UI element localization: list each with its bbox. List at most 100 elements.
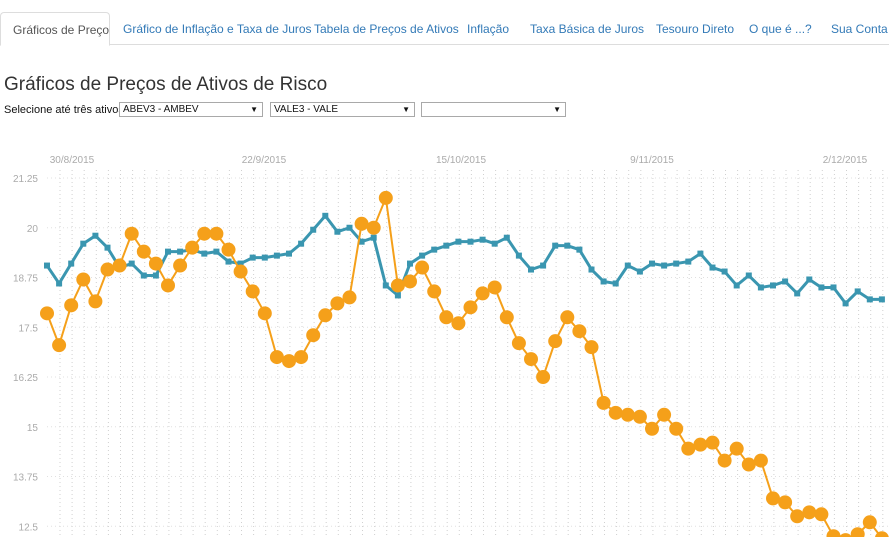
data-point bbox=[540, 262, 547, 269]
data-point bbox=[842, 300, 849, 307]
asset-select-1[interactable]: ABEV3 - AMBEV ▼ bbox=[119, 102, 263, 117]
data-point bbox=[548, 334, 563, 349]
tab-grafico-inflacao-juros[interactable]: Gráfico de Inflação e Taxa de Juros bbox=[123, 22, 312, 36]
data-point bbox=[100, 262, 115, 277]
x-tick-label: 22/9/2015 bbox=[242, 155, 287, 166]
data-point bbox=[770, 282, 776, 289]
data-point bbox=[669, 421, 684, 436]
data-point bbox=[394, 292, 401, 299]
nav-tabs: Gráficos de Preço Gráfico de Inflação e … bbox=[0, 0, 889, 46]
data-point bbox=[80, 240, 87, 247]
data-point bbox=[596, 395, 611, 410]
page-title: Gráficos de Preços de Ativos de Risco bbox=[4, 74, 328, 95]
data-point bbox=[128, 260, 135, 267]
data-point bbox=[528, 266, 534, 273]
data-point bbox=[806, 276, 813, 283]
tab-graficos-de-preco[interactable]: Gráficos de Preço bbox=[0, 12, 110, 46]
series-line bbox=[46, 194, 883, 537]
data-point bbox=[487, 280, 502, 295]
data-point bbox=[709, 264, 716, 271]
data-point bbox=[560, 310, 575, 325]
data-point bbox=[794, 290, 801, 297]
data-point bbox=[298, 240, 305, 247]
data-point bbox=[584, 340, 599, 355]
data-point bbox=[552, 242, 559, 249]
data-point bbox=[576, 246, 583, 253]
data-point bbox=[40, 306, 54, 321]
asset-select-2-value: VALE3 - VALE bbox=[274, 104, 339, 115]
tab-o-que-e[interactable]: O que é ...? bbox=[749, 22, 812, 36]
data-point bbox=[693, 437, 708, 452]
data-point bbox=[161, 278, 175, 293]
data-point bbox=[431, 246, 438, 253]
data-point bbox=[536, 370, 551, 384]
data-point bbox=[221, 242, 236, 257]
y-tick-label: 13.75 bbox=[13, 473, 38, 484]
data-point bbox=[826, 529, 841, 537]
data-point bbox=[830, 284, 837, 291]
data-point bbox=[136, 244, 151, 259]
data-point bbox=[757, 284, 764, 291]
data-point bbox=[68, 260, 75, 267]
data-point bbox=[342, 290, 357, 305]
data-point bbox=[741, 457, 756, 472]
data-point bbox=[213, 248, 220, 255]
tab-tesouro-direto[interactable]: Tesouro Direto bbox=[656, 22, 735, 36]
data-point bbox=[705, 435, 720, 450]
y-tick-label: 15 bbox=[27, 423, 39, 434]
data-point bbox=[318, 308, 333, 323]
tab-tabela-precos[interactable]: Tabela de Preços de Ativos bbox=[314, 22, 459, 36]
data-point bbox=[273, 252, 280, 259]
data-point bbox=[612, 280, 619, 287]
data-point bbox=[818, 284, 825, 291]
data-point bbox=[721, 268, 728, 275]
tab-sua-conta[interactable]: Sua Conta bbox=[831, 22, 888, 36]
price-chart: 21.25 20 18.75 17.5 16.25 15 13.75 12.5 30/8/201… bbox=[13, 155, 889, 537]
data-point bbox=[697, 250, 704, 257]
data-point bbox=[92, 232, 99, 239]
data-point bbox=[322, 212, 329, 219]
data-point bbox=[766, 491, 780, 506]
data-point bbox=[237, 260, 244, 267]
y-tick-label: 16.25 bbox=[13, 373, 38, 384]
data-point bbox=[294, 350, 309, 365]
asset-select-2[interactable]: VALE3 - VALE ▼ bbox=[270, 102, 415, 117]
data-point bbox=[649, 260, 655, 267]
y-tick-label: 18.75 bbox=[13, 274, 38, 285]
data-point bbox=[52, 338, 67, 353]
x-tick-label: 2/12/2015 bbox=[823, 155, 868, 166]
y-tick-label: 21.25 bbox=[13, 174, 38, 185]
y-tick-label: 20 bbox=[27, 224, 39, 235]
x-tick-label: 15/10/2015 bbox=[436, 155, 486, 166]
data-point bbox=[124, 226, 139, 241]
data-point bbox=[366, 220, 381, 235]
data-point bbox=[346, 224, 353, 231]
data-point bbox=[403, 274, 417, 289]
tab-taxa-basica-juros[interactable]: Taxa Básica de Juros bbox=[530, 22, 645, 36]
data-point bbox=[443, 242, 450, 249]
data-point bbox=[382, 282, 389, 289]
tab-inflacao[interactable]: Inflação bbox=[467, 22, 510, 36]
data-point bbox=[201, 250, 208, 257]
data-point bbox=[310, 226, 317, 233]
data-point bbox=[233, 264, 248, 279]
data-point bbox=[620, 407, 635, 422]
data-point bbox=[839, 533, 852, 537]
data-point bbox=[475, 286, 490, 301]
data-point bbox=[140, 272, 147, 279]
data-point bbox=[862, 515, 877, 530]
data-point bbox=[148, 256, 163, 271]
data-point bbox=[451, 316, 466, 331]
data-point bbox=[511, 336, 526, 351]
asset-select-3[interactable]: ▼ bbox=[421, 102, 566, 117]
data-point bbox=[588, 266, 595, 273]
data-point bbox=[152, 272, 159, 279]
data-point bbox=[245, 284, 260, 299]
data-point bbox=[354, 216, 369, 231]
data-point bbox=[358, 238, 365, 245]
data-point bbox=[334, 228, 341, 235]
data-point bbox=[657, 407, 672, 422]
data-point bbox=[419, 252, 426, 259]
data-point bbox=[600, 278, 607, 285]
data-point bbox=[729, 441, 744, 456]
